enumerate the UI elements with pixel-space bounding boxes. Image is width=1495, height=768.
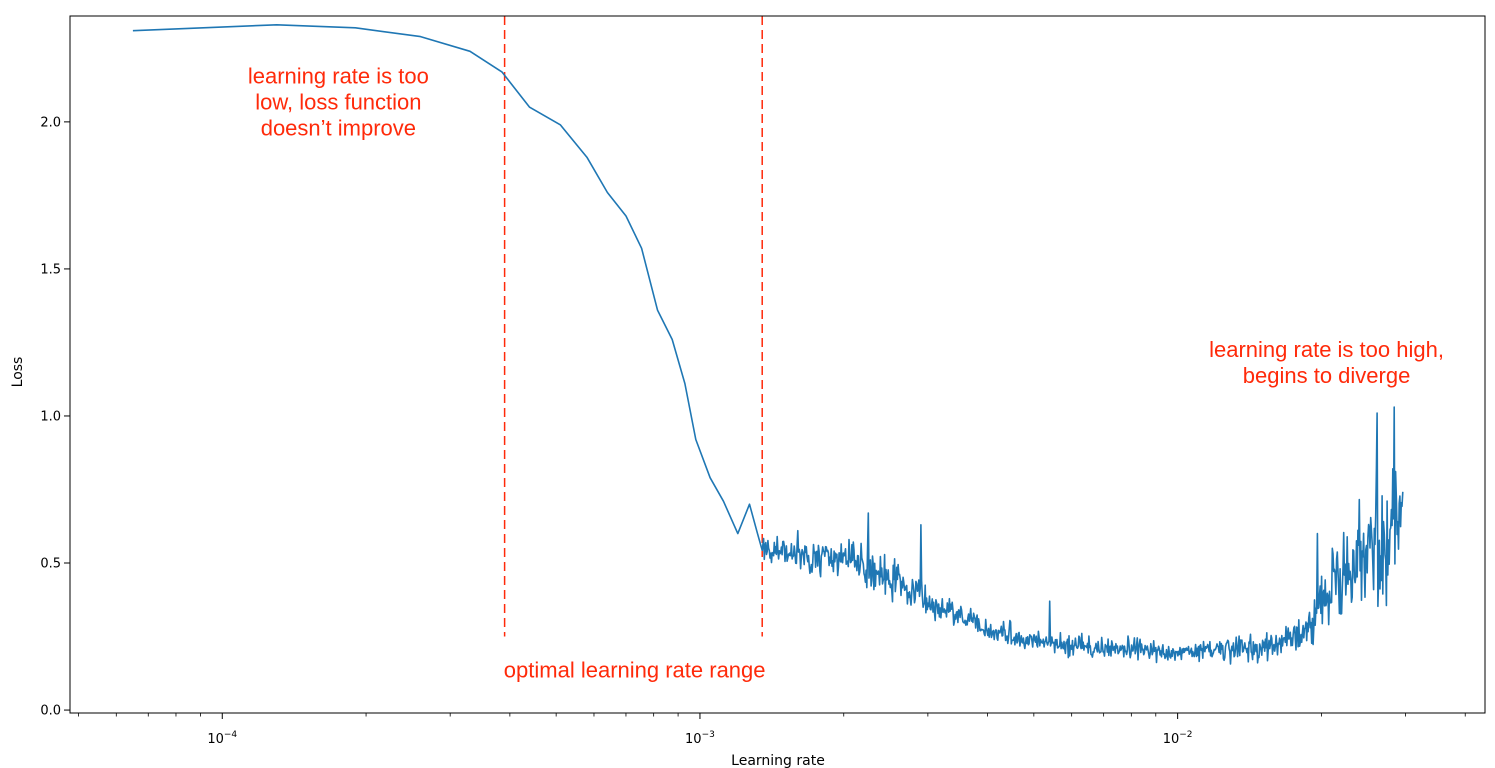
annotation-layer: learning rate is too low, loss function do… xyxy=(248,64,1444,683)
x-tick-label-2: 10−3 xyxy=(685,730,715,747)
axes-frame xyxy=(69,15,1486,714)
annotation-3: learning rate is too high, begins to dive… xyxy=(1209,337,1444,388)
annotation-1: learning rate is too low, loss function do… xyxy=(248,64,429,141)
y-tick-label-2: 0.5 xyxy=(40,557,61,572)
ticks-layer: 10−4 10−3 10−2 0.0 0.5 1.0 1.5 2.0 xyxy=(40,115,1466,747)
x-axis-label: Learning rate xyxy=(731,753,825,768)
x-tick-label-1: 10−4 xyxy=(207,730,237,747)
x-tick-label-3: 10−2 xyxy=(1163,730,1193,747)
y-tick-label-3: 1.0 xyxy=(40,409,61,424)
loss-curve-line xyxy=(132,24,1404,665)
y-tick-label-4: 1.5 xyxy=(40,262,61,277)
plot-layer xyxy=(132,16,1404,665)
y-axis-label: Loss xyxy=(10,357,26,388)
y-tick-label-1: 0.0 xyxy=(40,704,61,719)
annotation-2: optimal learning rate range xyxy=(504,658,766,683)
y-tick-label-5: 2.0 xyxy=(40,115,61,130)
